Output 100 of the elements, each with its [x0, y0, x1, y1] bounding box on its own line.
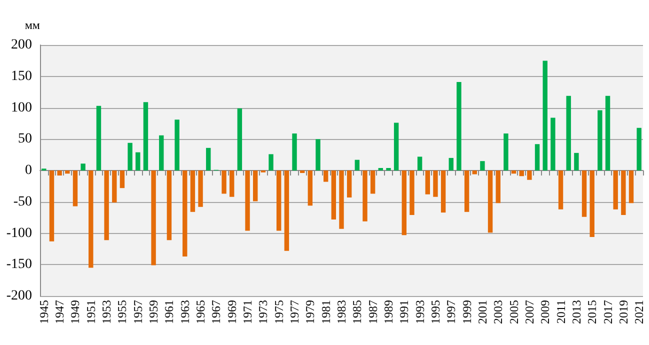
x-tick-label: 1963 — [178, 300, 192, 324]
x-tick-label: 2007 — [522, 300, 536, 324]
x-tick-label: 1997 — [444, 300, 458, 324]
x-tick-label: 2009 — [538, 300, 552, 324]
x-tick-label: 1959 — [146, 300, 161, 324]
bar — [566, 96, 571, 170]
bar — [206, 148, 211, 170]
y-tick-label: 50 — [18, 132, 32, 147]
bar — [72, 170, 78, 206]
bar — [182, 170, 188, 256]
x-tick-label: 1965 — [194, 300, 208, 324]
bar — [308, 170, 313, 206]
bar — [636, 128, 642, 170]
x-tick-label: 1999 — [460, 300, 474, 324]
y-tick-label: 100 — [11, 100, 32, 116]
y-tick-label: -50 — [13, 194, 32, 210]
x-tick-label: 1967 — [209, 300, 224, 324]
x-tick-label: 1971 — [240, 300, 255, 324]
bar — [550, 118, 556, 170]
x-tick-label: 2021 — [632, 300, 646, 324]
x-tick-label: 1947 — [52, 300, 67, 324]
bar — [394, 122, 399, 170]
x-tick-label: 2019 — [616, 300, 630, 324]
bar — [472, 170, 477, 174]
x-tick-label: 1955 — [115, 300, 130, 324]
bar — [433, 170, 438, 197]
x-tick-label: 1991 — [397, 300, 412, 324]
bar — [245, 170, 250, 231]
bar — [276, 170, 282, 231]
bar — [112, 170, 117, 203]
bar — [104, 170, 109, 240]
x-tick-label: 1945 — [36, 300, 51, 324]
bar — [362, 170, 368, 222]
bar — [300, 170, 305, 174]
y-axis-title: мм — [24, 18, 40, 32]
bar — [504, 133, 508, 170]
bar — [331, 170, 336, 220]
bar — [574, 152, 579, 170]
x-tick-label: 1985 — [350, 300, 364, 324]
bar — [222, 170, 226, 194]
x-tick-label: 1993 — [412, 300, 427, 324]
bar — [527, 170, 532, 180]
x-tick-label: 1987 — [366, 300, 380, 324]
bar — [230, 170, 234, 197]
x-tick-label: 1953 — [100, 300, 114, 324]
x-tick-label: 2001 — [475, 300, 490, 324]
bar — [120, 170, 125, 188]
bar — [542, 60, 548, 170]
bar — [339, 170, 344, 229]
bar — [456, 82, 462, 170]
bar — [464, 170, 470, 212]
x-tick-label: 1973 — [256, 300, 270, 324]
bar — [65, 170, 70, 174]
bar — [143, 102, 148, 170]
y-tick-label: 200 — [11, 38, 32, 52]
bar — [284, 170, 290, 251]
x-tick-label: 1951 — [84, 300, 98, 324]
x-tick-label: 2003 — [491, 300, 506, 324]
bar — [370, 170, 376, 194]
bar — [88, 170, 94, 268]
x-tick-label: 2011 — [554, 300, 568, 324]
y-tick-label: 0 — [25, 163, 32, 178]
bar — [292, 133, 297, 170]
bar — [80, 164, 86, 170]
bar — [448, 158, 454, 170]
bar — [621, 170, 626, 216]
bar — [410, 170, 414, 216]
x-tick-label: 1949 — [68, 300, 82, 324]
bar — [417, 156, 422, 170]
bar — [425, 170, 430, 194]
bar — [237, 108, 242, 170]
bar — [613, 170, 618, 210]
x-tick-label: 2017 — [600, 300, 615, 324]
bar — [198, 170, 203, 207]
bar — [488, 170, 493, 233]
bar — [440, 170, 446, 213]
bar — [128, 142, 132, 170]
x-tick-label: 2005 — [506, 300, 521, 324]
x-tick-label: 2015 — [585, 300, 600, 324]
bar — [253, 170, 258, 202]
x-tick-label: 1957 — [130, 300, 145, 324]
x-tick-label: 1981 — [318, 300, 333, 324]
bar — [346, 170, 352, 198]
bar — [57, 170, 62, 176]
bar — [316, 139, 320, 170]
bar — [605, 96, 610, 170]
x-tick-label: 1961 — [162, 300, 176, 324]
bar — [582, 170, 587, 217]
bar — [136, 152, 140, 170]
y-tick-label: -200 — [6, 288, 32, 304]
x-tick-label: 1977 — [288, 300, 302, 324]
bar — [628, 170, 634, 204]
bar — [166, 170, 172, 240]
x-tick-label: 1983 — [334, 300, 348, 324]
bar — [590, 170, 594, 238]
bar — [534, 144, 540, 170]
bar — [323, 170, 328, 182]
x-tick-label: 2013 — [569, 300, 584, 324]
bar — [354, 160, 360, 170]
bar — [268, 154, 274, 170]
